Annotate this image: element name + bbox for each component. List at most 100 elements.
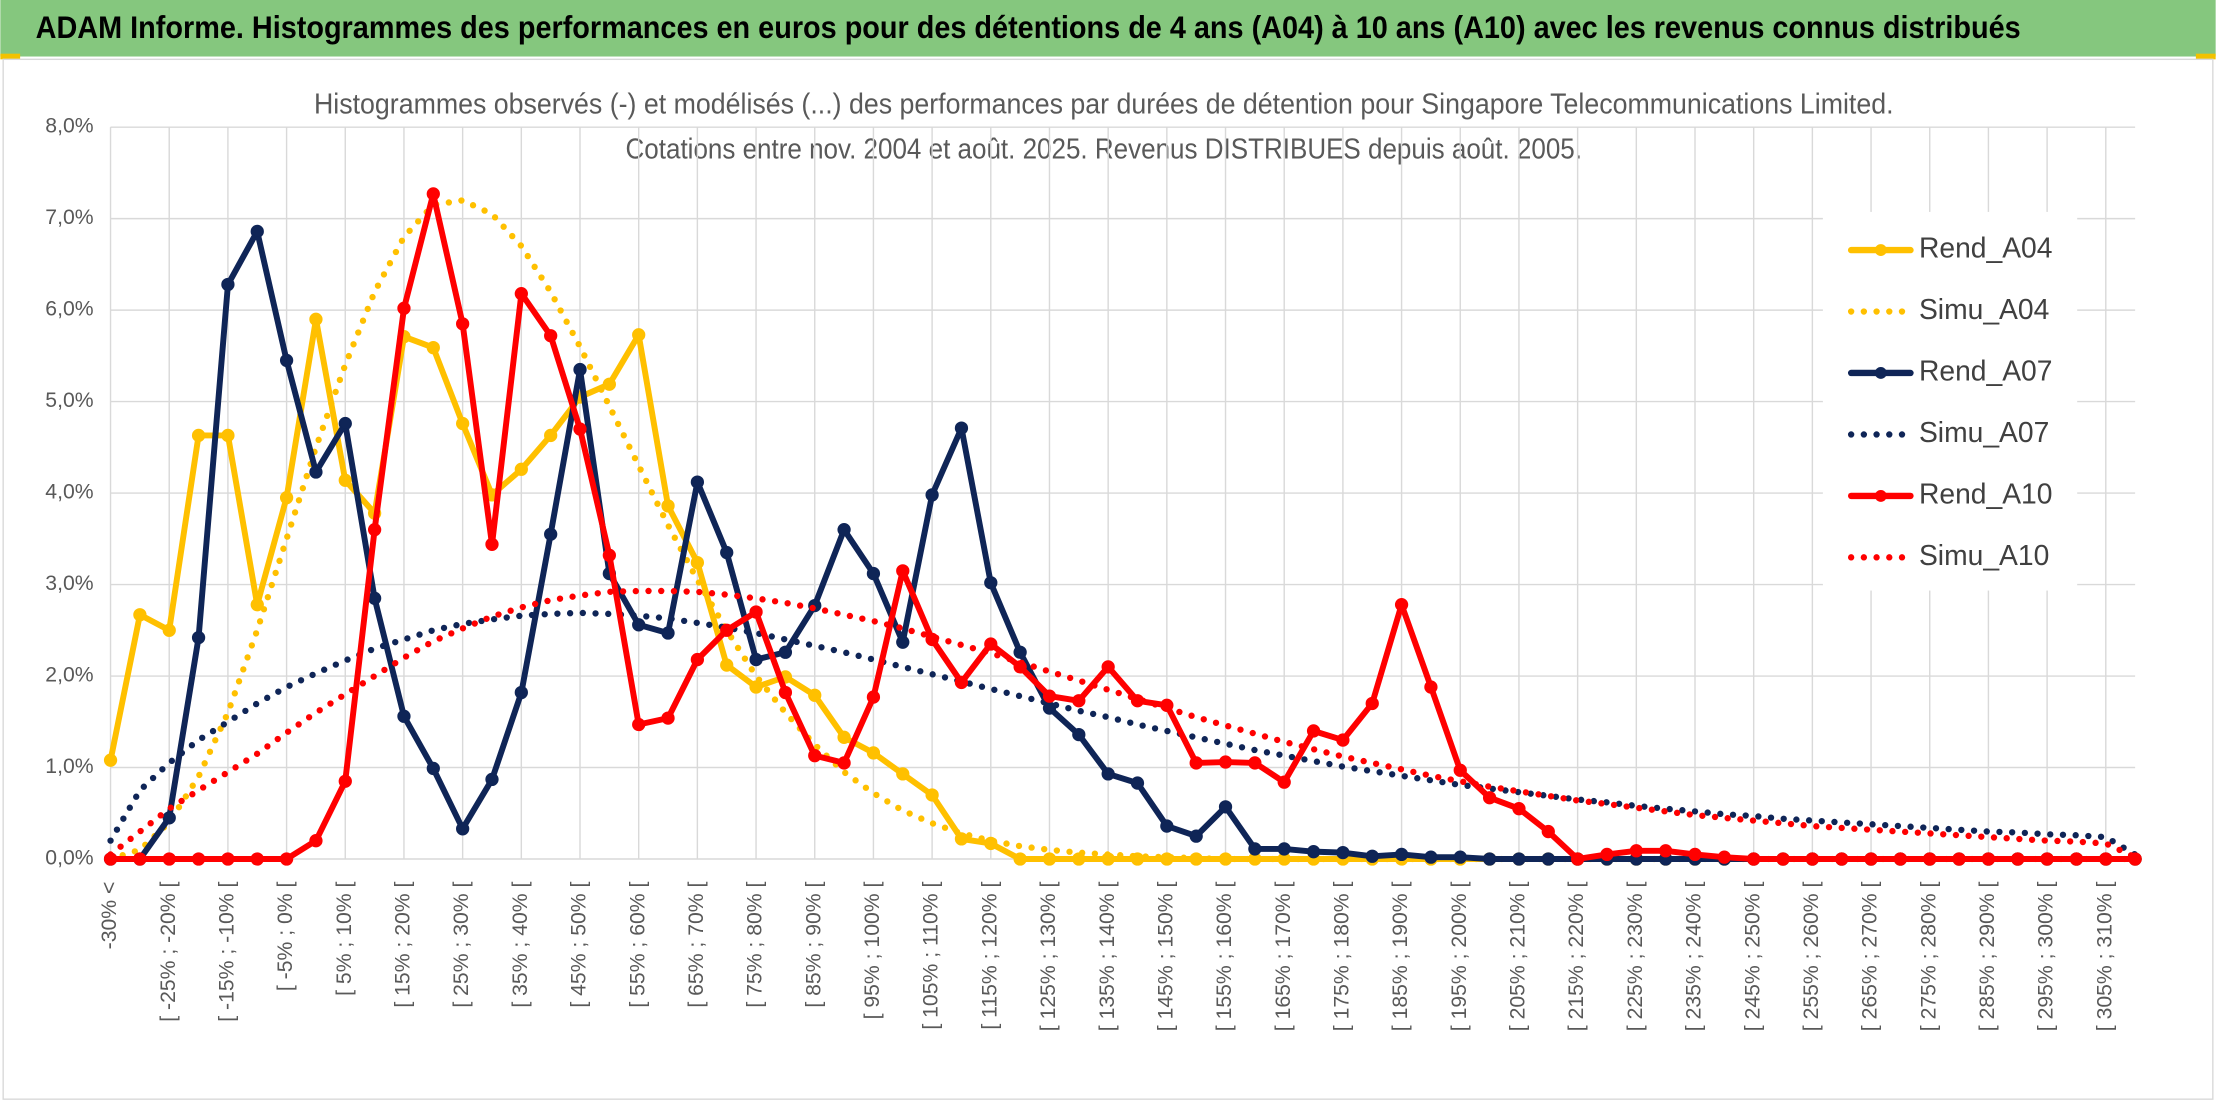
y-tick-label: 8,0%	[45, 115, 93, 138]
chart-border	[2, 58, 2214, 1100]
series-marker	[837, 756, 851, 770]
x-tick-label: [ -5% ; 0% [	[274, 881, 297, 991]
series-marker	[1306, 724, 1321, 738]
series-marker	[338, 416, 352, 431]
series-marker	[1248, 842, 1262, 856]
x-tick-label: [ 185% ; 190% [	[1389, 881, 1412, 1031]
series-marker	[397, 301, 411, 315]
series-marker	[1482, 852, 1497, 866]
series-marker	[690, 555, 705, 570]
series-marker	[837, 523, 851, 537]
series-marker	[1336, 733, 1350, 747]
series-marker	[1042, 689, 1057, 703]
series-marker	[1130, 776, 1145, 790]
x-tick-label: [ 205% ; 210% [	[1507, 881, 1530, 1031]
series-marker	[309, 834, 323, 848]
series-marker	[632, 618, 646, 632]
series-marker	[1600, 847, 1614, 862]
x-tick-label: [ 305% ; 310% [	[2093, 881, 2116, 1031]
series-marker	[338, 473, 352, 487]
series-marker	[866, 690, 881, 704]
series-marker	[602, 377, 616, 391]
series-marker	[720, 623, 734, 637]
series-marker	[485, 537, 499, 551]
chart-title: ADAM Informe. Histogrammes des performan…	[36, 10, 2021, 45]
y-tick-label: 6,0%	[45, 298, 93, 321]
series-marker	[1013, 645, 1027, 659]
series-marker	[514, 462, 528, 476]
series-marker	[544, 428, 558, 443]
series-marker	[133, 852, 147, 866]
series-marker	[1424, 850, 1438, 864]
x-tick-label: [ 55% ; 60% [	[626, 881, 649, 1007]
series-marker	[632, 328, 646, 342]
series-marker	[984, 576, 998, 590]
corner	[0, 53, 21, 60]
series-marker	[808, 748, 822, 763]
x-tick-label: [ 215% ; 220% [	[1565, 881, 1588, 1031]
series-marker	[279, 852, 294, 866]
series-marker	[221, 852, 235, 866]
series-marker	[1893, 852, 1908, 866]
x-tick-label: [ 195% ; 200% [	[1448, 881, 1471, 1031]
series-marker	[1013, 852, 1027, 866]
y-tick-label: 4,0%	[45, 481, 93, 504]
x-tick-label: [ 15% ; 20% [	[392, 881, 415, 1007]
series-line	[107, 197, 2139, 863]
series-marker	[1629, 844, 1643, 858]
series-marker	[279, 353, 294, 368]
title-bar	[0, 0, 2216, 57]
series-marker	[367, 591, 382, 605]
x-tick-label: [ 235% ; 240% [	[1683, 881, 1706, 1031]
series-marker	[1776, 852, 1790, 866]
y-tick-label: 5,0%	[45, 389, 93, 412]
x-tick-label: [ 125% ; 130% [	[1037, 881, 1060, 1031]
series-marker	[1218, 755, 1233, 769]
x-tick-label: [ -15% ; -10% [	[216, 881, 239, 1021]
series-marker	[1072, 852, 1086, 866]
series-marker	[690, 652, 705, 667]
series-marker	[2040, 852, 2054, 866]
x-tick-label: [ 165% ; 170% [	[1272, 881, 1295, 1031]
series-marker	[1482, 791, 1497, 805]
series-marker	[1189, 829, 1203, 843]
y-tick-label: 7,0%	[45, 206, 93, 229]
series-marker	[1277, 842, 1291, 856]
legend-label: Simu_A07	[1919, 416, 2049, 448]
series-marker	[103, 753, 118, 767]
series-marker	[1952, 852, 1966, 866]
series-marker	[1101, 660, 1115, 674]
x-tick-label: [ 45% ; 50% [	[568, 881, 591, 1007]
series-marker	[1394, 847, 1409, 862]
series-marker	[456, 822, 470, 836]
series-marker	[544, 527, 558, 541]
y-tick-label: 1,0%	[45, 755, 93, 778]
x-tick-label: [ 275% ; 280% [	[1917, 881, 1940, 1031]
series-marker	[1424, 680, 1438, 694]
x-tick-label: [ 175% ; 180% [	[1330, 881, 1353, 1031]
series-marker	[896, 767, 910, 781]
series-marker	[544, 329, 558, 343]
series-marker	[162, 623, 176, 637]
x-tick-label: [ 65% ; 70% [	[685, 881, 708, 1007]
series-line	[107, 609, 2139, 858]
series-marker	[279, 491, 294, 505]
series-marker	[250, 852, 264, 866]
series-marker	[250, 224, 264, 239]
series-marker	[602, 548, 616, 562]
series-marker	[661, 499, 675, 513]
series-marker	[1072, 694, 1086, 708]
series-marker	[749, 680, 763, 694]
series-marker	[1248, 756, 1262, 770]
legend-label: Rend_A07	[1919, 354, 2053, 386]
series-marker	[1101, 767, 1115, 781]
legend-marker	[1874, 367, 1887, 379]
series-marker	[1042, 852, 1057, 866]
y-tick-label: 3,0%	[45, 572, 93, 595]
legend-box	[1822, 211, 2078, 591]
series-marker	[1365, 849, 1379, 863]
x-tick-label: [ 85% ; 90% [	[802, 881, 825, 1007]
series-marker	[1805, 852, 1820, 866]
series-marker	[1923, 852, 1937, 866]
series-marker	[925, 788, 939, 802]
